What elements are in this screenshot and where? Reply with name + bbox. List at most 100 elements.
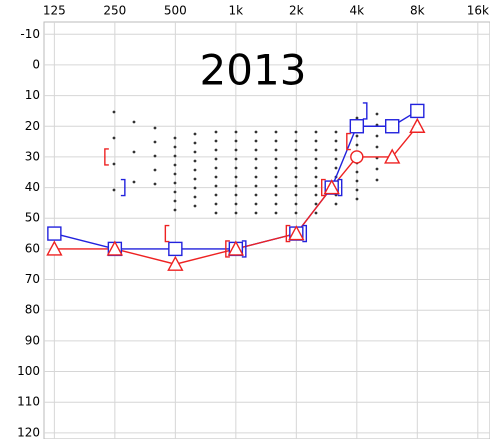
speech-dot: [334, 202, 338, 206]
speech-dot: [153, 182, 157, 186]
speech-dot: [173, 190, 177, 194]
triangle-marker: [323, 179, 340, 195]
speech-dot: [334, 130, 338, 134]
speech-dot: [274, 148, 278, 152]
speech-dot: [294, 166, 298, 170]
speech-dot: [234, 175, 238, 179]
speech-dot: [234, 193, 238, 197]
speech-dot: [355, 116, 359, 120]
speech-dot: [314, 184, 318, 188]
square-marker: [47, 226, 62, 241]
speech-dot: [214, 202, 218, 206]
bracket-marker: [120, 178, 126, 197]
speech-dot: [274, 157, 278, 161]
speech-dot: [294, 193, 298, 197]
speech-dot: [234, 202, 238, 206]
speech-dot: [314, 175, 318, 179]
speech-dot: [314, 130, 318, 134]
speech-dot: [112, 136, 116, 140]
speech-dot: [234, 157, 238, 161]
bracket-marker: [104, 148, 109, 166]
speech-dot: [132, 150, 136, 154]
speech-dot: [274, 139, 278, 143]
y-tick-label: 50: [25, 211, 40, 225]
speech-dot: [173, 208, 177, 212]
triangle-marker: [409, 117, 426, 133]
speech-dot: [375, 178, 379, 182]
speech-dot: [254, 130, 258, 134]
x-tick-label: 8k: [410, 4, 425, 18]
triangle-marker: [167, 255, 184, 271]
speech-dot: [153, 168, 157, 172]
speech-dot: [375, 167, 379, 171]
y-tick-label: 100: [17, 364, 40, 378]
speech-dot: [214, 184, 218, 188]
speech-dot: [355, 188, 359, 192]
speech-dot: [314, 202, 318, 206]
speech-dot: [153, 154, 157, 158]
speech-dot: [375, 145, 379, 149]
chart-title: 2013: [200, 46, 307, 95]
speech-dot: [193, 177, 197, 181]
speech-dot: [214, 139, 218, 143]
speech-dot: [214, 175, 218, 179]
x-tick-label: 125: [43, 4, 66, 18]
y-tick-label: 110: [17, 395, 40, 409]
speech-dot: [153, 126, 157, 130]
bracket-marker: [362, 102, 368, 120]
speech-dot: [274, 202, 278, 206]
speech-dot: [234, 166, 238, 170]
bracket-marker: [225, 240, 230, 258]
square-marker: [385, 119, 400, 134]
speech-dot: [274, 211, 278, 215]
speech-dot: [173, 136, 177, 140]
speech-dot: [173, 199, 177, 203]
speech-dot: [132, 120, 136, 124]
triangle-marker: [106, 240, 124, 256]
speech-dot: [334, 139, 338, 143]
speech-dot: [193, 186, 197, 190]
bracket-marker: [241, 240, 247, 258]
x-tick-label: 2k: [289, 4, 304, 18]
circle-marker: [350, 150, 364, 164]
speech-dot: [294, 211, 298, 215]
speech-dot: [173, 181, 177, 185]
speech-dot: [234, 211, 238, 215]
speech-dot: [355, 134, 359, 138]
speech-dot: [274, 193, 278, 197]
speech-dot: [334, 166, 338, 170]
speech-dot: [193, 195, 197, 199]
speech-dot: [254, 148, 258, 152]
speech-dot: [214, 130, 218, 134]
speech-dot: [314, 166, 318, 170]
speech-dot: [214, 148, 218, 152]
y-tick-label: 70: [25, 272, 40, 286]
speech-dot: [193, 150, 197, 154]
bracket-marker: [337, 178, 343, 197]
y-tick-label: 30: [25, 149, 40, 163]
speech-dot: [153, 140, 157, 144]
triangle-marker: [384, 148, 401, 164]
x-tick-label: 4k: [350, 4, 365, 18]
speech-dot: [375, 112, 379, 116]
speech-dot: [294, 184, 298, 188]
speech-dot: [355, 143, 359, 147]
y-tick-label: 80: [25, 303, 40, 317]
bracket-marker: [321, 178, 326, 197]
speech-dot: [254, 157, 258, 161]
bracket-marker: [346, 132, 351, 151]
speech-dot: [355, 170, 359, 174]
speech-dot: [173, 145, 177, 149]
speech-dot: [294, 139, 298, 143]
speech-dot: [314, 211, 318, 215]
speech-dot: [214, 193, 218, 197]
speech-dot: [274, 184, 278, 188]
x-tick-label: 1k: [229, 4, 244, 18]
speech-dot: [314, 157, 318, 161]
speech-dot: [214, 166, 218, 170]
speech-dot: [254, 175, 258, 179]
x-tick-label: 500: [164, 4, 187, 18]
speech-dot: [234, 148, 238, 152]
